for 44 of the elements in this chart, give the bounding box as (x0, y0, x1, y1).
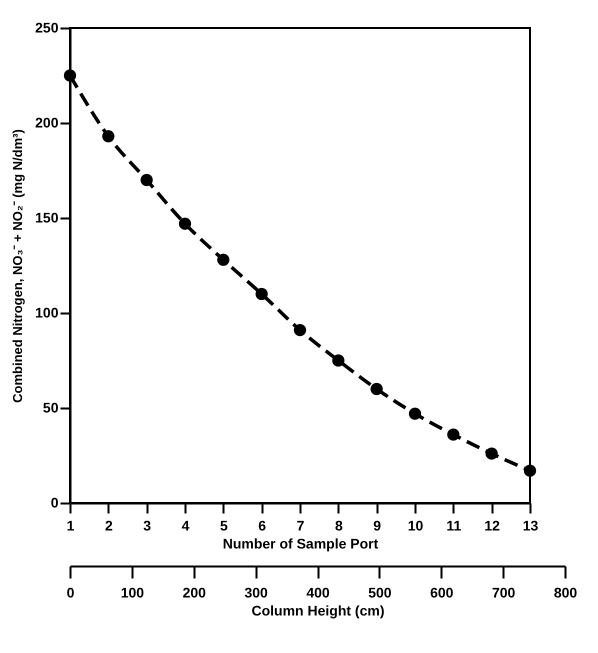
x2-tick-label: 300 (244, 584, 268, 600)
x2-tick-label: 0 (66, 584, 75, 600)
x-tick-label: 9 (373, 518, 382, 534)
point (217, 254, 230, 266)
x2-axis-title: Column Height (cm) (252, 602, 384, 618)
x2-tick-label: 100 (120, 584, 144, 600)
y-tick-label: 0 (50, 494, 59, 510)
point (178, 218, 192, 230)
x-tick-label: 5 (220, 518, 228, 534)
x2-tick-label: 400 (306, 584, 330, 600)
x-axis-title: Number of Sample Port (222, 536, 379, 552)
x2-tick-label: 700 (492, 584, 516, 600)
x-tick-label: 12 (484, 518, 500, 534)
y-tick-label: 50 (42, 400, 59, 416)
x-tick-label: 2 (104, 518, 113, 534)
point (256, 288, 268, 300)
x2-tick-label: 500 (368, 584, 392, 600)
x2-tick-label: 200 (182, 584, 206, 600)
x-tick-label: 11 (446, 518, 462, 534)
x-tick-label: 6 (258, 518, 266, 534)
x-tick-label: 7 (296, 518, 305, 534)
point (64, 69, 76, 82)
point (408, 408, 422, 420)
y-tick-label: 150 (35, 210, 59, 226)
x-tick-label: 8 (334, 518, 343, 534)
x2-tick-label: 600 (430, 584, 454, 600)
x-tick-label: 10 (408, 518, 424, 534)
point (370, 382, 383, 396)
point (102, 130, 114, 142)
x2-tick-label: 800 (554, 584, 578, 600)
point (486, 447, 498, 460)
x-tick-label: 13 (522, 518, 538, 534)
point (524, 464, 536, 477)
y-axis-title: Combined Nitrogen, NO₃⁻ + NO₂⁻ (mg N/dm³) (10, 129, 26, 403)
point (140, 174, 153, 186)
y-tick-label: 200 (35, 114, 59, 130)
point (447, 428, 460, 441)
point (294, 324, 306, 336)
x-tick-label: 1 (66, 518, 75, 534)
y-tick-label: 250 (35, 20, 59, 36)
x-tick-label: 3 (143, 518, 152, 534)
point (332, 354, 344, 367)
x-tick-label: 4 (182, 518, 190, 534)
y-tick-label: 100 (35, 304, 59, 320)
